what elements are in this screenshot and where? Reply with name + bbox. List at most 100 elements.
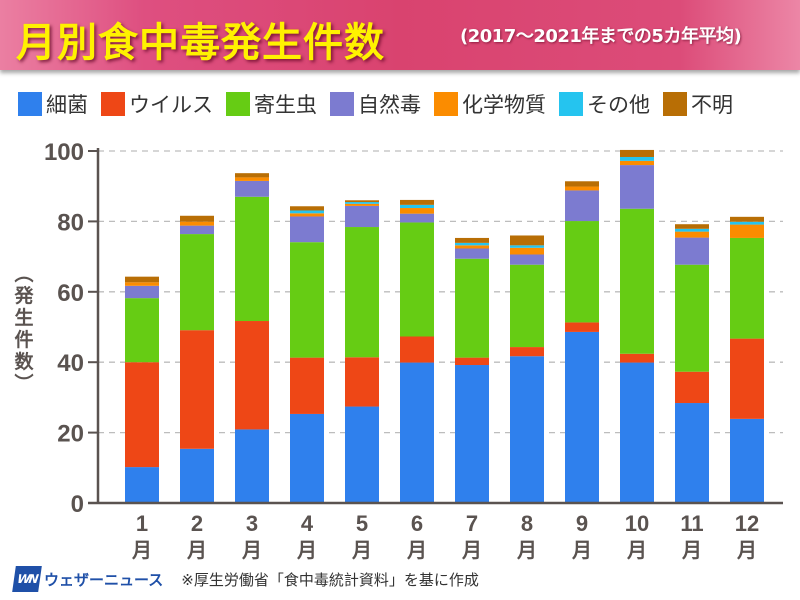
- x-tick-label: 5: [356, 511, 368, 536]
- legend-label: 不明: [691, 93, 733, 117]
- y-axis-label-char: 件: [14, 328, 33, 351]
- bar-segment: [125, 282, 159, 286]
- y-axis-label-char: 発: [13, 284, 34, 307]
- bar-segment: [455, 237, 489, 243]
- x-tick-unit: 月: [571, 538, 592, 560]
- bar-segment: [125, 362, 159, 468]
- bar-segment: [180, 225, 214, 235]
- bar-segment: [510, 356, 544, 503]
- x-tick-unit: 月: [681, 538, 702, 560]
- legend-item: 寄生虫: [226, 89, 317, 119]
- bar-segment: [675, 228, 709, 232]
- x-tick-label: 11: [680, 511, 703, 536]
- bar-segment: [125, 467, 159, 503]
- source-note: ※厚生労働省「食中毒統計資料」を基に作成: [181, 570, 479, 589]
- title-bar: 月別食中毒発生件数 (2017〜2021年までの5カ年平均): [0, 0, 800, 70]
- bar-segment: [730, 216, 764, 222]
- bar-segment: [290, 210, 324, 214]
- bar-segment: [675, 403, 709, 503]
- bar-segment: [400, 204, 434, 209]
- bar-segment: [400, 208, 434, 214]
- x-tick-label: 12: [735, 511, 759, 536]
- x-tick-unit: 月: [736, 538, 757, 560]
- bar-segment: [730, 221, 764, 225]
- bar-segment: [675, 231, 709, 238]
- bar-segment: [675, 264, 709, 372]
- x-tick-unit: 月: [626, 538, 647, 560]
- bar-segment: [345, 205, 379, 228]
- bar-segment: [290, 413, 324, 503]
- bar-segment: [290, 206, 324, 211]
- bar-segment: [180, 234, 214, 331]
- x-tick-label: 4: [301, 511, 314, 536]
- legend-label: 細菌: [46, 93, 88, 117]
- bar-segment: [620, 362, 654, 503]
- bar-segment: [675, 371, 709, 404]
- y-tick-label: 80: [57, 209, 84, 236]
- bar-segment: [565, 331, 599, 503]
- legend-label: その他: [587, 93, 650, 117]
- x-tick-unit: 月: [516, 538, 537, 560]
- chart-subtitle: (2017〜2021年までの5カ年平均): [460, 26, 742, 47]
- bar-segment: [455, 357, 489, 366]
- x-tick-label: 1: [136, 511, 148, 536]
- y-axis-label-char: 生: [14, 306, 33, 329]
- y-axis-label-char: ︵: [14, 263, 33, 285]
- bar-segment: [565, 221, 599, 323]
- legend-item: その他: [559, 89, 650, 119]
- bar-segment: [400, 336, 434, 363]
- x-tick-label: 7: [466, 511, 478, 536]
- bar-segment: [400, 362, 434, 503]
- footer: WN ウェザーニュース ※厚生労働省「食中毒統計資料」を基に作成: [12, 565, 479, 593]
- legend-swatch: [226, 92, 250, 116]
- legend-item: 細菌: [18, 89, 88, 119]
- x-tick-label: 10: [625, 511, 649, 536]
- bar-segment: [510, 235, 544, 246]
- bar-segment: [455, 242, 489, 246]
- bar-segment: [180, 448, 214, 503]
- bar-segment: [510, 347, 544, 357]
- x-tick-unit: 月: [406, 538, 427, 560]
- bar-segment: [345, 203, 379, 206]
- bar-segment: [620, 208, 654, 354]
- bar-segment: [620, 165, 654, 209]
- bar-segment: [125, 298, 159, 363]
- bar-segment: [510, 254, 544, 265]
- bar-segment: [345, 202, 379, 204]
- y-axis-label-char: 数: [14, 350, 34, 373]
- legend-swatch: [434, 92, 458, 116]
- legend-item: 自然毒: [330, 89, 421, 119]
- bar-segment: [180, 221, 214, 226]
- bar-segment: [345, 200, 379, 203]
- bar-segment: [400, 199, 434, 205]
- legend-item: 不明: [663, 89, 733, 119]
- bar-segment: [180, 330, 214, 449]
- bar-segment: [730, 338, 764, 419]
- x-tick-unit: 月: [131, 538, 152, 560]
- bar-segment: [290, 213, 324, 217]
- x-tick-label: 6: [411, 511, 423, 536]
- legend-swatch: [18, 92, 42, 116]
- bar-segment: [730, 224, 764, 238]
- x-tick-label: 9: [576, 511, 588, 536]
- bar-segment: [235, 196, 269, 322]
- bar-segment: [620, 156, 654, 161]
- chart-title: 月別食中毒発生件数: [16, 20, 385, 66]
- bar-segment: [235, 177, 269, 181]
- bar-segment: [565, 190, 599, 222]
- bar-segment: [510, 264, 544, 348]
- legend-label: 化学物質: [462, 93, 546, 117]
- bar-segment: [620, 353, 654, 363]
- bar-segment: [730, 418, 764, 503]
- bar-segment: [455, 245, 489, 249]
- bar-segment: [730, 237, 764, 339]
- x-tick-unit: 月: [186, 538, 207, 560]
- bar-segment: [290, 216, 324, 243]
- y-tick-label: 20: [57, 421, 84, 448]
- y-axis-label: ︵発生件数︶: [13, 263, 34, 395]
- legend-item: ウイルス: [101, 89, 213, 119]
- y-tick-label: 60: [57, 280, 84, 307]
- weathernews-logo-text: ウェザーニュース: [44, 570, 164, 589]
- bar-segment: [565, 186, 599, 191]
- stacked-bar-chart: 0204060801001月2月3月4月5月6月7月8月9月10月11月12月︵…: [13, 139, 783, 560]
